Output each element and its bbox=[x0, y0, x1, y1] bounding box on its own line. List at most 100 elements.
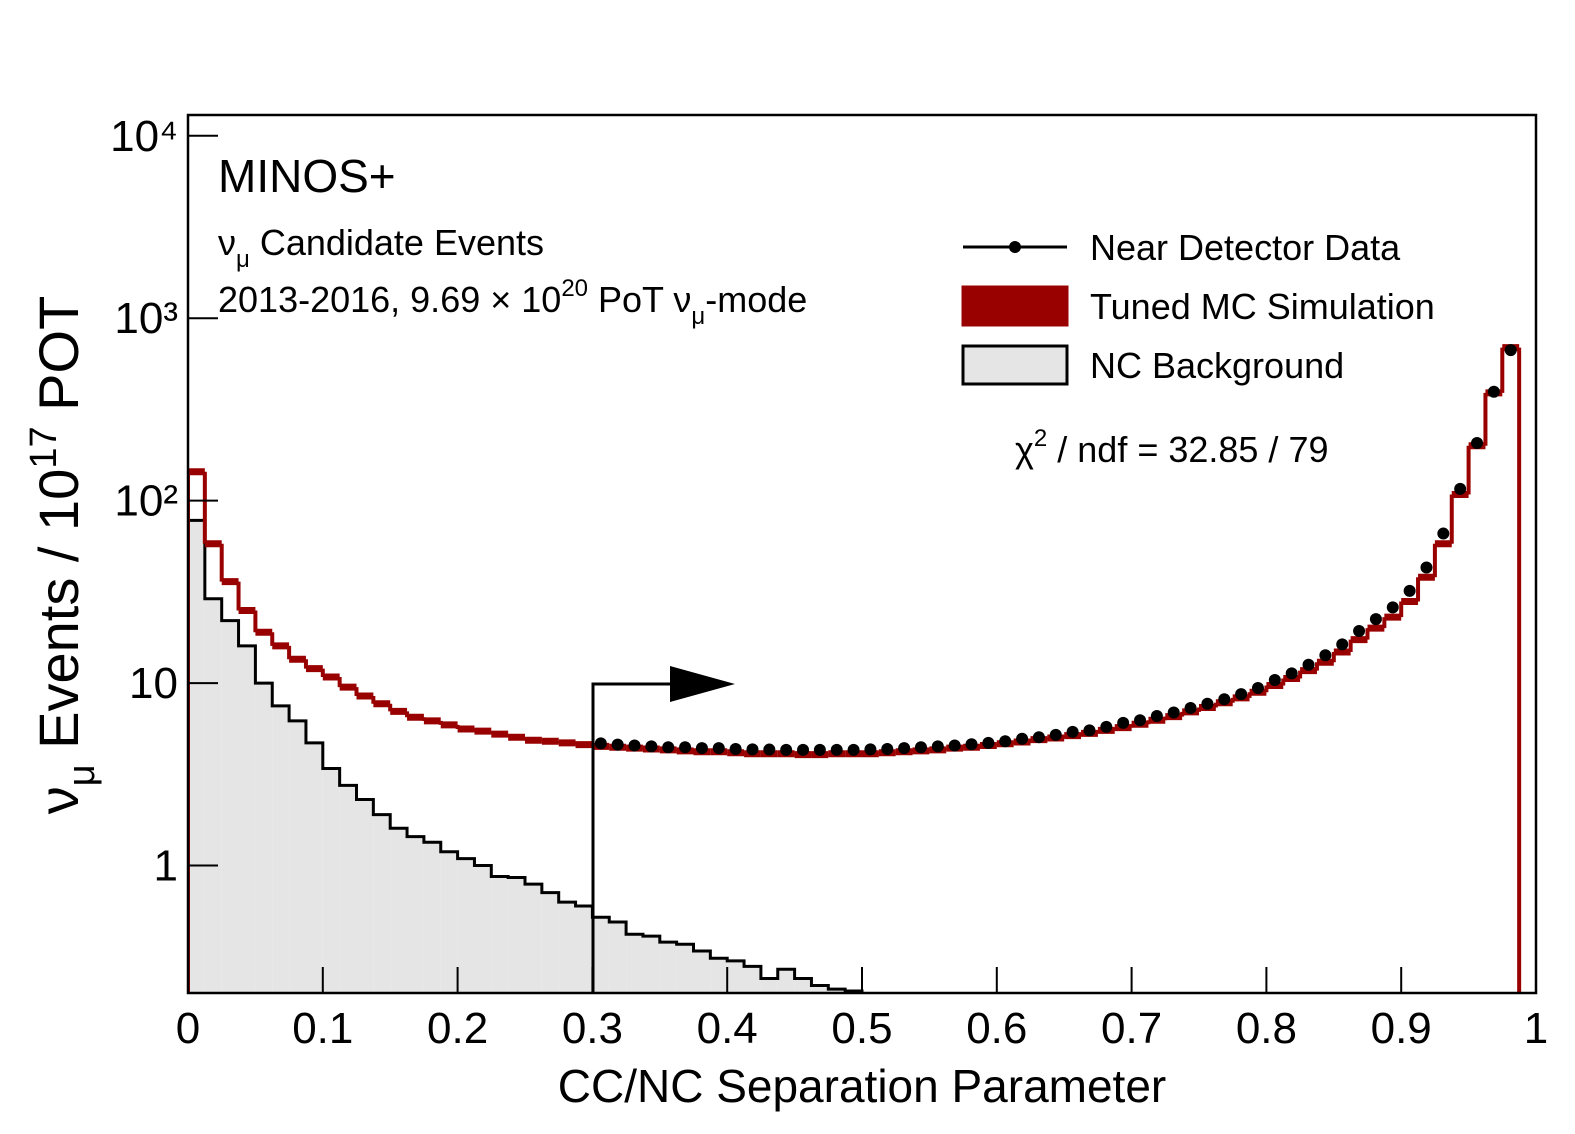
text-part: PoT ν bbox=[588, 279, 691, 320]
nc-bin bbox=[558, 902, 576, 993]
exposure-label: 2013-2016, 9.69 × 1020 PoT νμ-mode bbox=[218, 275, 807, 330]
data-point bbox=[1471, 436, 1484, 449]
text-part: 20 bbox=[561, 275, 588, 302]
data-point bbox=[1218, 693, 1231, 706]
nc-bin bbox=[390, 828, 408, 993]
data-point bbox=[1032, 731, 1045, 744]
data-point bbox=[813, 743, 826, 756]
cut-arrow bbox=[591, 682, 672, 993]
nc-bin bbox=[693, 950, 711, 993]
x-tick-label: 0.8 bbox=[1236, 1004, 1297, 1053]
text-part: μ bbox=[236, 246, 250, 273]
x-tick-label: 0.7 bbox=[1101, 1004, 1162, 1053]
nc-bin bbox=[221, 620, 239, 993]
text-part: ν bbox=[27, 786, 90, 814]
nc-bin bbox=[794, 978, 812, 993]
data-point bbox=[1167, 706, 1180, 719]
nc-bin bbox=[204, 598, 222, 993]
data-point bbox=[847, 743, 860, 756]
data-point bbox=[1066, 725, 1079, 738]
data-point bbox=[1083, 724, 1096, 737]
nc-bin bbox=[575, 905, 593, 993]
nc-bin bbox=[491, 876, 509, 993]
data-point bbox=[1117, 716, 1130, 729]
legend-label: NC Background bbox=[1090, 345, 1344, 386]
data-point bbox=[982, 736, 995, 749]
data-point bbox=[611, 738, 624, 751]
text-part: Candidate Events bbox=[250, 222, 544, 263]
nc-bin bbox=[525, 884, 542, 993]
x-tick-label: 0.2 bbox=[427, 1004, 488, 1053]
legend-label: Near Detector Data bbox=[1090, 227, 1401, 268]
data-point bbox=[1403, 584, 1416, 597]
data-point bbox=[830, 743, 843, 756]
data-point bbox=[1251, 681, 1264, 694]
data-point bbox=[729, 743, 742, 756]
x-tick-label: 0.9 bbox=[1371, 1004, 1432, 1053]
data-point bbox=[797, 743, 810, 756]
data-point bbox=[1302, 658, 1315, 671]
data-point bbox=[1100, 720, 1113, 733]
data-point bbox=[864, 743, 877, 756]
data-point bbox=[1184, 701, 1197, 714]
data-point bbox=[948, 739, 961, 752]
data-point bbox=[679, 741, 692, 754]
data-point bbox=[712, 742, 725, 755]
data-point bbox=[965, 738, 978, 751]
nc-bin bbox=[760, 978, 778, 993]
nc-bin bbox=[356, 799, 374, 993]
y-tick-label: 10⁴ bbox=[110, 112, 178, 161]
nc-bin bbox=[676, 944, 694, 993]
nc-bin bbox=[188, 520, 205, 993]
data-point bbox=[1049, 728, 1062, 741]
experiment-label: MINOS+ bbox=[218, 150, 396, 202]
data-point bbox=[1504, 344, 1517, 357]
fit-label: χ2 / ndf = 32.85 / 79 bbox=[1015, 425, 1328, 470]
legend-swatch bbox=[1009, 241, 1021, 253]
text-part: 2 bbox=[1034, 425, 1047, 452]
text-part: 17 bbox=[23, 426, 65, 468]
nc-bin bbox=[777, 969, 795, 993]
nc-bin bbox=[238, 645, 256, 993]
text-part: χ bbox=[1015, 429, 1034, 470]
nc-bin bbox=[626, 934, 643, 993]
x-tick-label: 0 bbox=[176, 1004, 200, 1053]
y-tick-label: 10² bbox=[114, 477, 178, 526]
data-point bbox=[645, 740, 658, 753]
data-point bbox=[1016, 732, 1029, 745]
nc-bin bbox=[744, 966, 761, 993]
data-point bbox=[1420, 561, 1433, 574]
data-point bbox=[999, 735, 1012, 748]
y-tick-label: 10 bbox=[129, 659, 178, 708]
nc-bin bbox=[642, 936, 660, 993]
data-point bbox=[1235, 688, 1248, 701]
nc-bin bbox=[457, 858, 475, 993]
text-part: ν bbox=[218, 222, 236, 263]
nc-bin bbox=[272, 705, 290, 993]
nc-bin bbox=[373, 814, 391, 993]
data-point bbox=[1268, 673, 1281, 686]
data-point bbox=[931, 740, 944, 753]
x-tick-label: 1 bbox=[1524, 1004, 1548, 1053]
data-point bbox=[662, 741, 675, 754]
nc-bin bbox=[508, 877, 525, 993]
text-part: -mode bbox=[705, 279, 807, 320]
nc-bin bbox=[289, 720, 306, 993]
x-tick-label: 0.3 bbox=[562, 1004, 623, 1053]
data-point bbox=[1134, 714, 1147, 727]
nc-bin bbox=[255, 683, 273, 993]
nc-bin bbox=[423, 842, 441, 993]
data-point bbox=[695, 742, 708, 755]
x-axis-title: CC/NC Separation Parameter bbox=[558, 1060, 1166, 1112]
y-tick-label: 1 bbox=[154, 841, 178, 890]
data-point bbox=[1336, 638, 1349, 651]
legend-swatch bbox=[961, 285, 1069, 327]
data-point bbox=[1319, 649, 1332, 662]
data-point bbox=[1369, 613, 1382, 626]
legend-label: Tuned MC Simulation bbox=[1090, 286, 1435, 327]
nc-bin bbox=[609, 922, 627, 993]
text-part: Events / 10 bbox=[27, 469, 90, 765]
text-part: / ndf = 32.85 / 79 bbox=[1047, 429, 1328, 470]
